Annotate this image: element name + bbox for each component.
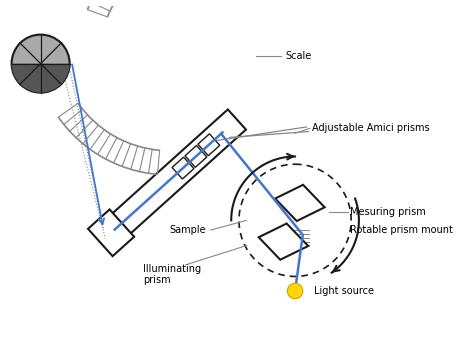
Text: Mesuring prism: Mesuring prism bbox=[350, 207, 426, 216]
Circle shape bbox=[11, 35, 70, 93]
Circle shape bbox=[287, 283, 303, 299]
Text: Rotable prism mount: Rotable prism mount bbox=[350, 225, 453, 235]
Text: Illuminating
prism: Illuminating prism bbox=[143, 264, 201, 286]
Text: Sample: Sample bbox=[169, 225, 206, 235]
Text: Adjustable Amici prisms: Adjustable Amici prisms bbox=[311, 123, 429, 133]
Polygon shape bbox=[259, 224, 308, 260]
Text: Scale: Scale bbox=[285, 51, 311, 61]
Text: Light source: Light source bbox=[314, 286, 374, 296]
Wedge shape bbox=[11, 64, 70, 93]
Polygon shape bbox=[275, 185, 325, 221]
Polygon shape bbox=[99, 109, 246, 246]
Polygon shape bbox=[185, 145, 207, 167]
Polygon shape bbox=[198, 134, 220, 156]
Polygon shape bbox=[88, 209, 134, 256]
Polygon shape bbox=[172, 157, 194, 179]
